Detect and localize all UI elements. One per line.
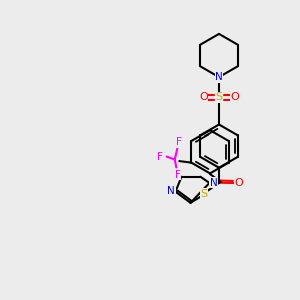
Text: O: O [230,92,239,103]
Text: S: S [215,92,223,103]
Text: F: F [176,137,182,148]
Text: N: N [167,186,175,196]
Text: F: F [157,152,163,162]
Text: O: O [199,92,208,103]
Text: O: O [234,178,243,188]
Text: N: N [210,178,218,188]
Text: S: S [200,189,208,199]
Text: F: F [175,169,181,180]
Text: N: N [215,72,223,82]
